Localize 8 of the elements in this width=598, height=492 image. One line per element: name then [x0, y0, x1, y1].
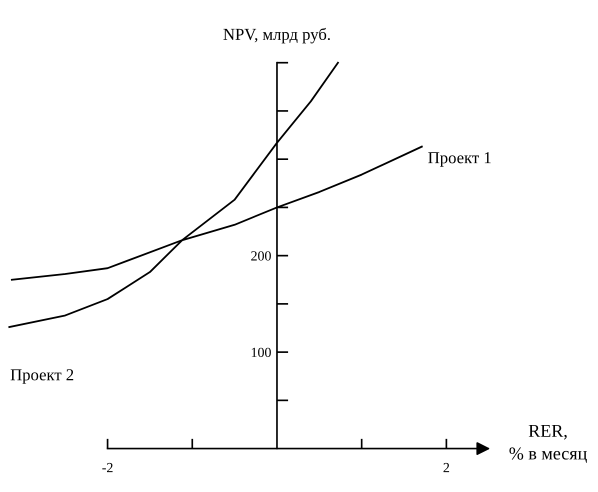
- x-axis-title: RER, % в месяц: [509, 424, 587, 463]
- series-label: Проект 1: [428, 152, 491, 167]
- y-axis-title: NPV, млрд руб.: [223, 28, 330, 44]
- text: Проект 2: [10, 369, 74, 384]
- y-tick-label: 200: [251, 251, 271, 261]
- y-tick-label: 100: [252, 348, 271, 358]
- x-tick-label: -2: [102, 462, 113, 472]
- x-tick-label: 2: [444, 462, 450, 472]
